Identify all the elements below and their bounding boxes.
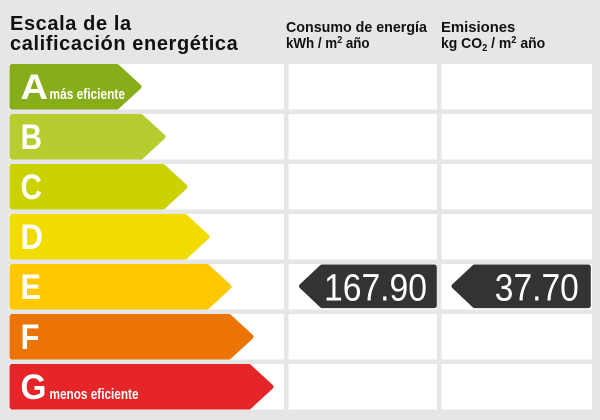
svg-text:B: B: [21, 118, 43, 157]
svg-text:C: C: [21, 168, 43, 207]
svg-text:A: A: [21, 68, 49, 107]
svg-text:más eficiente: más eficiente: [50, 87, 126, 103]
svg-text:G: G: [21, 368, 47, 407]
svg-text:F: F: [21, 318, 40, 357]
svg-text:D: D: [21, 218, 44, 257]
svg-text:menos eficiente: menos eficiente: [50, 387, 139, 403]
svg-text:167.90: 167.90: [324, 268, 427, 310]
svg-text:E: E: [21, 268, 42, 307]
svg-text:37.70: 37.70: [495, 268, 579, 310]
